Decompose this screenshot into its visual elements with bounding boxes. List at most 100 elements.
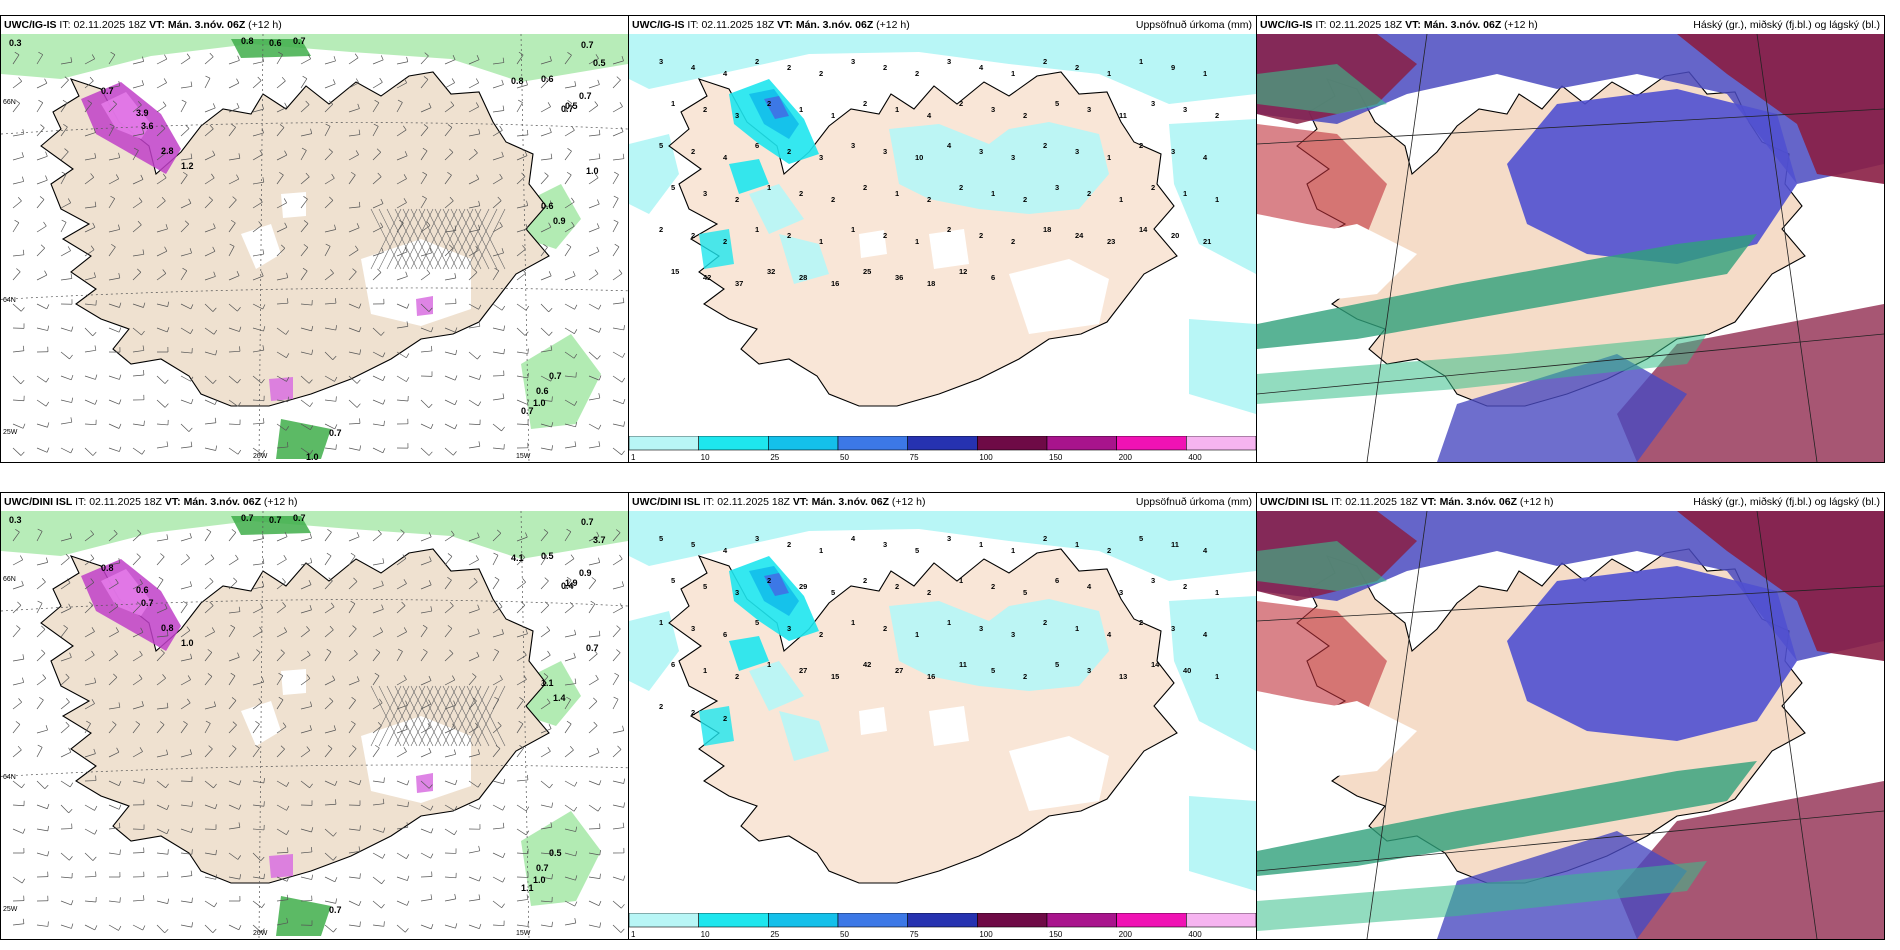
- wind-barb-flag: [16, 625, 21, 629]
- wind-barb: [60, 582, 71, 590]
- wind-barb-flag: [447, 577, 452, 581]
- wind-barb-flag: [574, 441, 577, 447]
- hatch-line: [442, 685, 474, 747]
- wind-barb-flag: [594, 173, 599, 179]
- wind-barb: [132, 654, 143, 662]
- wind-barb: [516, 605, 526, 614]
- wind-barb: [588, 251, 600, 257]
- wind-barb: [444, 277, 456, 281]
- wind-barb: [60, 102, 68, 113]
- wind-barb: [516, 84, 528, 89]
- wind-barb-flag: [139, 579, 143, 584]
- wind-barb-flag: [477, 604, 480, 610]
- wind-barb: [228, 199, 237, 209]
- wind-barb-flag: [598, 375, 602, 381]
- wind-barb: [372, 399, 384, 405]
- wind-barb-flag: [550, 376, 554, 382]
- wind-barb: [612, 652, 621, 662]
- precip-light: [1169, 119, 1256, 274]
- wind-barb: [516, 581, 526, 590]
- wind-barb: [252, 108, 264, 113]
- wind-barb: [372, 608, 384, 614]
- wind-barb: [12, 254, 24, 257]
- wind-barb-flag: [574, 901, 578, 907]
- wind-barb-flag: [430, 924, 434, 929]
- precip-value-label: 1: [1119, 195, 1123, 204]
- wind-barb-flag: [191, 801, 193, 807]
- precip-value-label: 1: [915, 630, 919, 639]
- wind-barb: [276, 423, 287, 431]
- wind-barb: [324, 399, 336, 402]
- wind-barb-flag: [380, 222, 384, 228]
- wind-barb: [132, 533, 142, 542]
- wind-barb-flag: [305, 100, 310, 105]
- wind-barb: [132, 374, 144, 377]
- wind-barb-flag: [238, 606, 241, 612]
- precip-value-label: 2: [1043, 141, 1047, 150]
- high-cloud: [1257, 541, 1387, 591]
- wind-barb: [84, 157, 96, 161]
- wind-barb: [300, 327, 312, 332]
- wind-barb: [468, 399, 479, 407]
- wind-barb: [300, 750, 311, 758]
- wind-barb: [12, 303, 22, 312]
- wind-barb-flag: [65, 698, 70, 703]
- wind-barb-flag: [68, 809, 73, 814]
- precip-value-label: 1: [831, 111, 835, 120]
- wind-barb: [60, 61, 72, 65]
- wind-barb: [612, 447, 622, 456]
- wind-barb: [228, 700, 237, 710]
- init-time-label: IT:: [703, 496, 715, 508]
- wind-barb-flag: [136, 553, 141, 558]
- wind-barb: [84, 375, 96, 380]
- precip-light: [629, 511, 1256, 581]
- wind-barb: [492, 679, 503, 686]
- precip-value-label: 4: [1087, 582, 1092, 591]
- precip-value-label: 3: [883, 540, 887, 549]
- wind-barb: [180, 900, 192, 903]
- precip-value-label: 9: [1171, 63, 1175, 72]
- wind-barb: [324, 447, 336, 450]
- wind-barb: [444, 534, 455, 542]
- init-time: 02.11.2025 18Z: [1345, 496, 1418, 508]
- wind-barb: [420, 174, 428, 185]
- wind-barb-flag: [326, 552, 332, 557]
- wind-barb: [300, 247, 309, 257]
- precip-value-label: 6: [1055, 576, 1059, 585]
- wind-barb: [180, 446, 192, 449]
- wind-barb-flag: [430, 828, 434, 834]
- wind-barb-flag: [166, 804, 170, 810]
- wind-barb: [84, 103, 93, 113]
- wind-barb: [468, 780, 479, 788]
- wind-barb: [180, 202, 192, 209]
- wind-barb-flag: [525, 628, 528, 634]
- wind-barb: [228, 246, 235, 257]
- wind-barb-flag: [302, 267, 308, 272]
- precip-value-label: 2: [659, 225, 663, 234]
- wind-barb-flag: [447, 553, 453, 557]
- precip-value-label: 0.9: [579, 568, 592, 578]
- precip-value-label: 3: [703, 189, 707, 198]
- wind-barb: [396, 651, 403, 662]
- wind-barb-flag: [118, 423, 122, 429]
- wind-barb: [252, 132, 264, 137]
- wind-barb-flag: [38, 51, 43, 55]
- panel-dini-surface: UWC/DINI ISL IT: 02.11.2025 18Z VT: Mán.…: [0, 492, 629, 940]
- precip-value-label: 2: [1023, 111, 1027, 120]
- wind-barb-flag: [238, 780, 242, 786]
- wind-barb-flag: [212, 928, 217, 933]
- wind-barb: [420, 584, 432, 590]
- wind-barb: [492, 533, 502, 542]
- lon-label-20w: 20W: [253, 930, 268, 937]
- wind-barb-flag: [522, 269, 526, 274]
- precip-value-label: 2: [1011, 237, 1015, 246]
- wind-barb-flag: [525, 532, 528, 538]
- wind-barb-flag: [575, 850, 578, 857]
- glacier-area: [1009, 259, 1109, 334]
- wind-barb-flag: [422, 624, 428, 629]
- colorbar-swatch: [837, 436, 908, 451]
- wind-barb-flag: [260, 928, 265, 933]
- precip-area: [521, 334, 601, 429]
- wind-barb: [60, 126, 68, 137]
- wind-barb-flag: [94, 677, 97, 683]
